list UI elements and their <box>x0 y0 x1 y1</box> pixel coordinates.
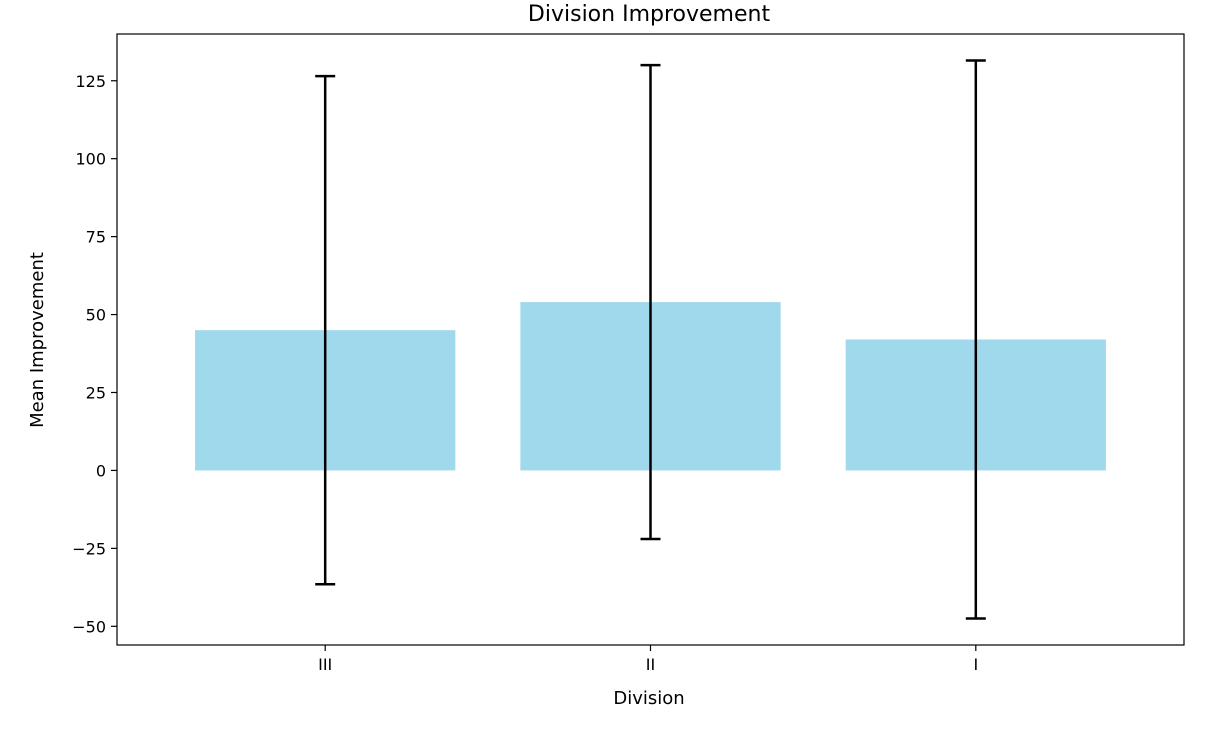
x-axis-label: Division <box>613 688 684 709</box>
errorbar-III <box>315 74 336 586</box>
y-tick-label: 125 <box>75 72 106 91</box>
errorbars-group <box>315 59 986 620</box>
y-axis: −50 −25 0 25 50 75 100 125 <box>72 72 117 636</box>
errorbar-I <box>965 59 986 620</box>
x-tick-label: II <box>646 655 655 674</box>
y-tick-label: 50 <box>86 306 106 325</box>
y-axis-label: Mean Improvement <box>27 252 48 428</box>
errorbar-II <box>640 63 661 541</box>
y-tick-label: 100 <box>75 150 106 169</box>
chart-title: Division Improvement <box>528 2 771 27</box>
y-tick-label: 0 <box>96 461 106 480</box>
x-tick-label: III <box>318 655 332 674</box>
x-tick-label: I <box>973 655 978 674</box>
y-tick-label: 25 <box>86 383 106 402</box>
y-tick-label: −25 <box>72 539 106 558</box>
x-axis: III II I <box>318 645 978 674</box>
y-tick-label: −50 <box>72 617 106 636</box>
y-tick-label: 75 <box>86 228 106 247</box>
